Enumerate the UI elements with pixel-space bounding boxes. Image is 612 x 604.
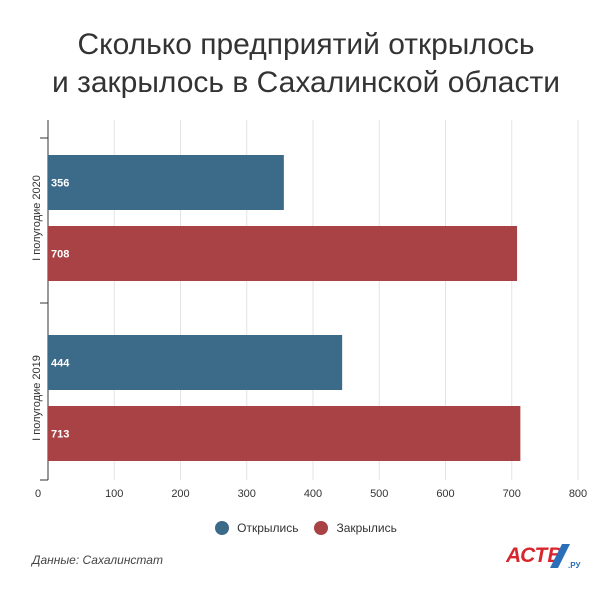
bar-opened-1	[48, 335, 343, 390]
logo-main-text: АСТВ	[506, 544, 562, 567]
astv-logo: АСТВ .РУ	[506, 544, 581, 570]
x-tick-label-100: 100	[105, 488, 123, 500]
chart-title-line-2: и закрылось в Сахалинской области	[52, 66, 560, 99]
category-label-1: I полугодие 2019	[31, 355, 43, 441]
x-tick-label-0: 0	[35, 488, 41, 500]
bar-closed-0	[48, 226, 518, 281]
category-label-0: I полугодие 2020	[31, 175, 43, 261]
x-tick-label-500: 500	[370, 488, 388, 500]
legend-item-opened: Открылись	[215, 521, 298, 535]
data-label-closed-1: 713	[51, 429, 69, 441]
legend-swatch-closed	[314, 521, 329, 535]
bar-closed-1	[48, 406, 521, 461]
x-tick-label-400: 400	[304, 488, 322, 500]
legend-item-closed: Закрылись	[314, 521, 397, 535]
legend-label-closed: Закрылись	[336, 521, 397, 535]
legend-label-opened: Открылись	[237, 521, 299, 535]
data-label-closed-0: 708	[51, 249, 69, 261]
x-tick-label-200: 200	[171, 488, 189, 500]
x-tick-label-300: 300	[238, 488, 256, 500]
chart-title-line-1: Сколько предприятий открылось	[77, 28, 535, 61]
data-label-opened-1: 444	[51, 358, 70, 370]
x-tick-label-800: 800	[569, 488, 587, 500]
logo-slash-icon	[550, 544, 570, 568]
x-tick-label-700: 700	[503, 488, 521, 500]
data-label-opened-0: 356	[51, 178, 69, 190]
chart-title: Сколько предприятий открылось и закрылос…	[0, 26, 612, 102]
legend: Открылись Закрылись	[0, 521, 612, 535]
data-source: Данные: Сахалинстат	[32, 553, 163, 567]
logo-suffix-text: .РУ	[568, 561, 581, 570]
bar-opened-0	[48, 155, 284, 210]
legend-swatch-opened	[215, 521, 230, 535]
x-tick-label-600: 600	[436, 488, 454, 500]
